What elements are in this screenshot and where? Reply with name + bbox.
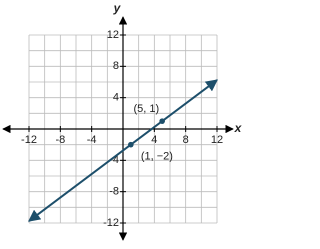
point <box>128 141 134 148</box>
x-tick-label: -4 <box>87 134 97 146</box>
x-tick-label: 12 <box>211 134 223 146</box>
x-tick-label: 4 <box>151 134 157 146</box>
x-tick-label: -12 <box>21 134 37 146</box>
point-label: (5, 1) <box>133 103 159 115</box>
y-axis-label: y <box>113 1 122 15</box>
point-label: (1, −2) <box>141 151 173 163</box>
y-tick-label: 4 <box>113 92 119 104</box>
line <box>28 79 218 222</box>
point <box>159 118 165 124</box>
y-tick-label: -12 <box>103 217 119 229</box>
y-tick-label: 12 <box>107 29 119 41</box>
x-tick-label: -8 <box>55 134 65 146</box>
y-tick-label: 8 <box>113 60 119 72</box>
x-tick-label: 8 <box>183 134 189 146</box>
y-tick-label: -8 <box>109 186 119 198</box>
x-axis-label: x <box>234 121 243 135</box>
